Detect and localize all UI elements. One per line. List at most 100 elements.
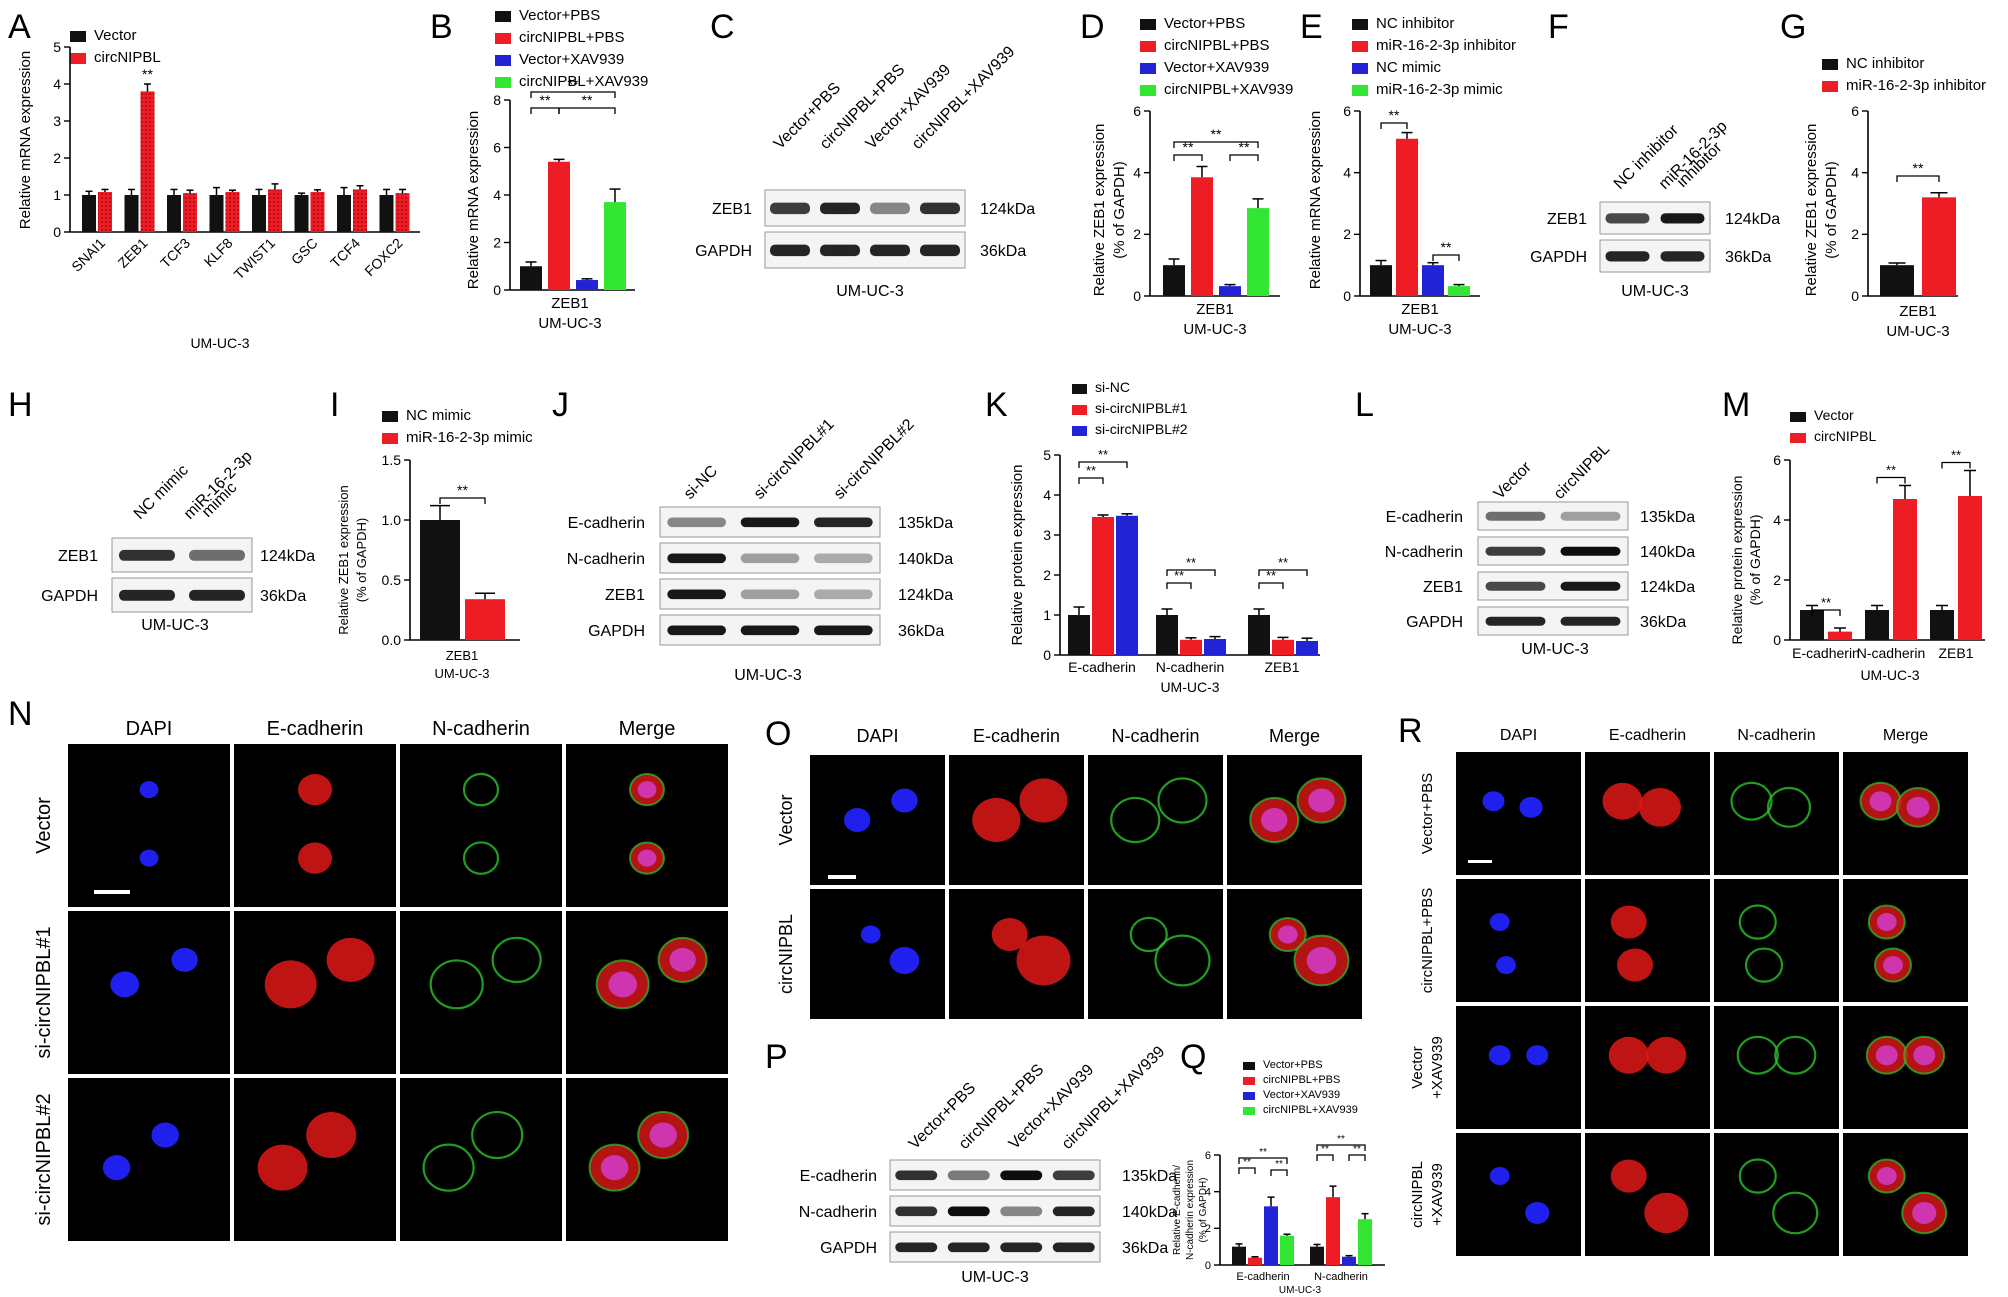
sig-bracket [1941, 461, 1971, 469]
y-tick-label: 2 [1343, 226, 1351, 242]
scale-bar [828, 875, 856, 879]
y-tick-label: 0 [1343, 288, 1351, 304]
x-tick-label: SNAI1 [68, 235, 108, 275]
bar [1958, 496, 1982, 640]
bar [1922, 197, 1956, 296]
x-axis-label: UM-UC-3 [1183, 321, 1246, 338]
bar [1191, 177, 1213, 296]
y-tick-label: 6 [1133, 103, 1141, 119]
column-header: DAPI [856, 726, 898, 746]
x-axis-label: UM-UC-3 [1160, 679, 1219, 695]
micrograph-tile [400, 744, 562, 907]
lane-label: circNIPBL+XAV939 [1059, 1043, 1169, 1153]
legend-swatch [1072, 426, 1087, 436]
blot-band [1052, 1206, 1095, 1217]
e-cadherin-signal [1610, 905, 1647, 939]
bar [548, 161, 570, 290]
bar [337, 195, 351, 232]
sig-bracket [1229, 154, 1259, 161]
blot-size-label: 140kDa [1640, 544, 1695, 561]
row-label: circNIPBL [1409, 1161, 1426, 1228]
y-tick-label: 2 [1851, 226, 1859, 242]
micrograph-tile [1585, 1133, 1710, 1256]
y-tick-label: 3 [1043, 527, 1051, 543]
micrograph-tile [810, 889, 945, 1019]
y-tick-label: 4 [1133, 165, 1141, 181]
y-tick-label: 1 [53, 187, 61, 203]
panel-letter-P: P [765, 1038, 788, 1076]
merge-green [1903, 1035, 1946, 1075]
column-header: E-cadherin [267, 718, 364, 740]
row-label: +XAV939 [1429, 1036, 1446, 1099]
blot-size-label: 36kDa [1640, 614, 1686, 631]
scale-bar [94, 890, 130, 894]
micrograph-tile [566, 744, 728, 907]
x-tick-label: ZEB1 [446, 648, 479, 663]
blot-size-label: 135kDa [1122, 1168, 1177, 1185]
merge-green [629, 773, 665, 807]
y-tick-label: 0.0 [382, 632, 402, 648]
bar [1358, 1219, 1372, 1265]
sig-bracket [1173, 154, 1203, 161]
y-tick-label: 2 [1133, 226, 1141, 242]
bar [209, 195, 224, 232]
sig-label: ** [540, 92, 551, 108]
sig-bracket [530, 91, 616, 98]
blot-band [870, 202, 910, 215]
legend-entry: Vector [94, 27, 137, 44]
sig-label: ** [1086, 463, 1096, 478]
bar [252, 195, 266, 232]
blot-band [667, 625, 726, 636]
blot-row-label: ZEB1 [1423, 579, 1463, 596]
panel-letter-L: L [1355, 386, 1374, 424]
row-label: Vector [33, 797, 55, 854]
blot-row-label: E-cadherin [568, 515, 645, 532]
sig-label: ** [1886, 463, 1896, 478]
blot-band [740, 553, 800, 564]
blot-row-label: E-cadherin [800, 1168, 877, 1185]
sig-label: ** [1389, 107, 1400, 123]
y-tick-label: 4 [1851, 165, 1859, 181]
legend-entry: circNIPBL [1814, 428, 1876, 444]
blot-band [1485, 616, 1546, 626]
micrograph-tile [400, 1078, 562, 1241]
legend-entry: si-circNIPBL#2 [1095, 421, 1188, 437]
e-cadherin-signal [991, 917, 1028, 952]
x-tick-label: TCF4 [327, 235, 363, 271]
blot-band [1560, 581, 1621, 591]
panel-letter-J: J [552, 386, 569, 424]
n-cadherin-signal [1157, 777, 1208, 824]
legend-swatch [495, 33, 511, 44]
row-label: circNIPBL+PBS [1419, 888, 1436, 993]
legend-entry: miR-16-2-3p inhibitor [1846, 77, 1986, 94]
sig-label: ** [1098, 447, 1108, 462]
bar [140, 91, 155, 233]
merge-nucleus [1869, 791, 1892, 812]
y-tick-label: 2 [1205, 1223, 1211, 1235]
micrograph-tile [1456, 1006, 1581, 1129]
merge-green [1901, 1191, 1948, 1235]
nucleus [844, 808, 871, 832]
bar [1422, 265, 1444, 296]
micrograph-tile [1714, 879, 1839, 1002]
merge-green [588, 1143, 641, 1192]
n-cadherin-signal [429, 959, 484, 1010]
blot-band [770, 202, 810, 215]
e-cadherin-signal [1646, 1036, 1687, 1074]
sig-bracket [439, 497, 486, 504]
merge-nucleus [1912, 1201, 1937, 1224]
bar [1264, 1206, 1278, 1265]
lane-label: circNIPBL+PBS [817, 61, 909, 153]
y-axis-label-2: (% of GAPDH) [1823, 161, 1840, 259]
y-tick-label: 5 [1043, 447, 1051, 463]
y-tick-label: 0 [493, 282, 501, 298]
blot-band [740, 589, 800, 600]
y-axis-label: Relative mRNA expression [1307, 111, 1324, 289]
sig-bracket [1896, 175, 1940, 182]
x-axis-label: UM-UC-3 [1279, 1285, 1322, 1296]
blot-band [814, 553, 873, 564]
y-tick-label: 0 [1133, 288, 1141, 304]
blot-band [1000, 1206, 1043, 1217]
merge-nucleus [637, 849, 657, 867]
blot-band [920, 202, 960, 215]
